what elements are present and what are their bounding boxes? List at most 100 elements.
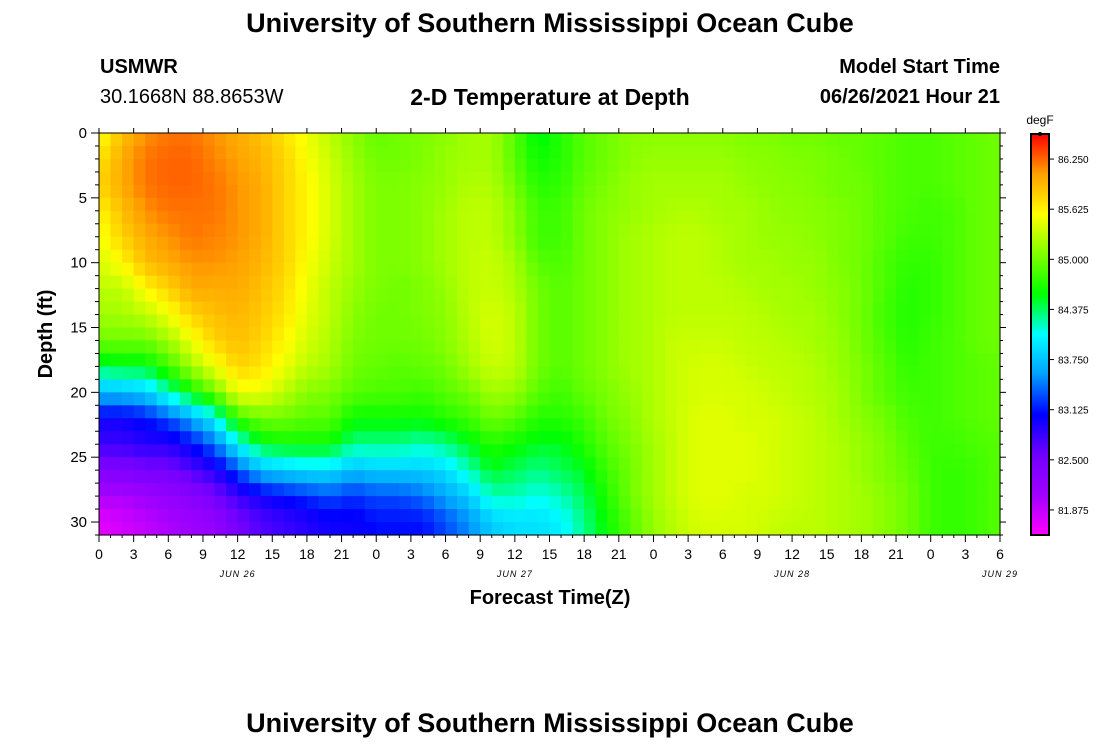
heatmap-cell: [584, 262, 597, 277]
heatmap-cell: [699, 223, 712, 238]
heatmap-cell: [676, 496, 689, 510]
heatmap-cell: [919, 340, 932, 355]
heatmap-cell: [433, 340, 447, 355]
heatmap-cell: [757, 288, 770, 303]
heatmap-cell: [272, 262, 285, 277]
heatmap-cell: [318, 184, 331, 199]
heatmap-cell: [803, 236, 816, 251]
heatmap-cell: [699, 444, 712, 458]
heatmap-cell: [260, 184, 273, 199]
heatmap-cell: [942, 522, 955, 536]
heatmap-cell: [318, 483, 331, 497]
heatmap-cell: [641, 288, 655, 303]
heatmap-cell: [584, 301, 597, 316]
heatmap-cell: [191, 197, 204, 212]
heatmap-cell: [872, 496, 886, 510]
heatmap-cell: [156, 133, 169, 147]
heatmap-cell: [861, 327, 874, 342]
heatmap-cell: [919, 379, 932, 393]
heatmap-cell: [491, 483, 504, 497]
heatmap-cell: [526, 379, 539, 393]
heatmap-cell: [133, 483, 146, 497]
heatmap-cell: [884, 457, 897, 471]
heatmap-cell: [803, 184, 816, 199]
y-tick-label: 15: [70, 320, 87, 337]
heatmap-cell: [884, 171, 897, 186]
heatmap-cell: [433, 483, 447, 497]
heatmap-cell: [572, 184, 585, 199]
colorbar-unit: degF: [1026, 113, 1053, 127]
heatmap-cell: [988, 483, 1001, 497]
heatmap-cell: [422, 327, 435, 342]
heatmap-cell: [838, 405, 851, 419]
heatmap-cell: [757, 314, 770, 329]
heatmap-cell: [884, 405, 897, 419]
colorbar-label: 82.500: [1058, 456, 1089, 467]
heatmap-cell: [942, 496, 955, 510]
heatmap-cell: [930, 496, 943, 510]
heatmap-cell: [387, 171, 400, 186]
heatmap-cell: [826, 275, 839, 290]
heatmap-cell: [179, 145, 193, 160]
heatmap-cell: [896, 379, 909, 393]
heatmap-cell: [572, 197, 585, 212]
heatmap-cell: [688, 379, 701, 393]
heatmap-cell: [133, 133, 146, 147]
heatmap-cell: [145, 483, 158, 497]
heatmap-cell: [168, 288, 181, 303]
heatmap-cell: [549, 366, 562, 380]
heatmap-cell: [168, 184, 181, 199]
heatmap-cell: [930, 379, 943, 393]
heatmap-cell: [422, 418, 435, 432]
y-axis-label: Depth (ft): [35, 290, 57, 379]
heatmap-cell: [699, 197, 712, 212]
heatmap-cell: [399, 366, 412, 380]
heatmap-cell: [214, 158, 227, 173]
heatmap-cell: [780, 301, 793, 316]
heatmap-cell: [907, 262, 920, 277]
heatmap-cell: [145, 522, 158, 536]
heatmap-cell: [849, 327, 862, 342]
heatmap-cell: [745, 353, 759, 368]
heatmap-cell: [457, 496, 470, 510]
heatmap-cell: [145, 366, 158, 380]
heatmap-cell: [618, 197, 631, 212]
heatmap-cell: [872, 379, 886, 393]
heatmap-cell: [433, 327, 447, 342]
heatmap-cell: [792, 496, 805, 510]
heatmap-cell: [930, 288, 943, 303]
heatmap-cell: [260, 418, 273, 432]
heatmap-cell: [214, 340, 227, 355]
heatmap-cell: [688, 197, 701, 212]
heatmap-cell: [803, 301, 816, 316]
heatmap-cell: [422, 158, 435, 173]
heatmap-cell: [341, 496, 354, 510]
heatmap-cell: [99, 392, 112, 406]
heatmap-cell: [630, 210, 643, 225]
heatmap-cell: [815, 483, 828, 497]
heatmap-cell: [537, 236, 551, 251]
heatmap-cell: [445, 184, 458, 199]
heatmap-cell: [387, 288, 400, 303]
heatmap-cell: [503, 340, 516, 355]
heatmap-cell: [549, 340, 562, 355]
heatmap-cell: [526, 418, 539, 432]
heatmap-cell: [480, 509, 493, 523]
heatmap-cell: [780, 405, 793, 419]
heatmap-cell: [295, 444, 308, 458]
heatmap-cell: [826, 431, 839, 445]
heatmap-cell: [896, 470, 909, 484]
heatmap-cell: [699, 496, 712, 510]
heatmap-cell: [491, 145, 504, 160]
heatmap-cell: [237, 509, 250, 523]
heatmap-cell: [988, 522, 1001, 536]
heatmap-cell: [341, 158, 354, 173]
heatmap-cell: [237, 353, 250, 368]
heatmap-cell: [792, 457, 805, 471]
heatmap-cell: [168, 171, 181, 186]
heatmap-cell: [838, 392, 851, 406]
heatmap-cell: [537, 392, 551, 406]
heatmap-cell: [919, 314, 932, 329]
heatmap-cell: [641, 444, 655, 458]
